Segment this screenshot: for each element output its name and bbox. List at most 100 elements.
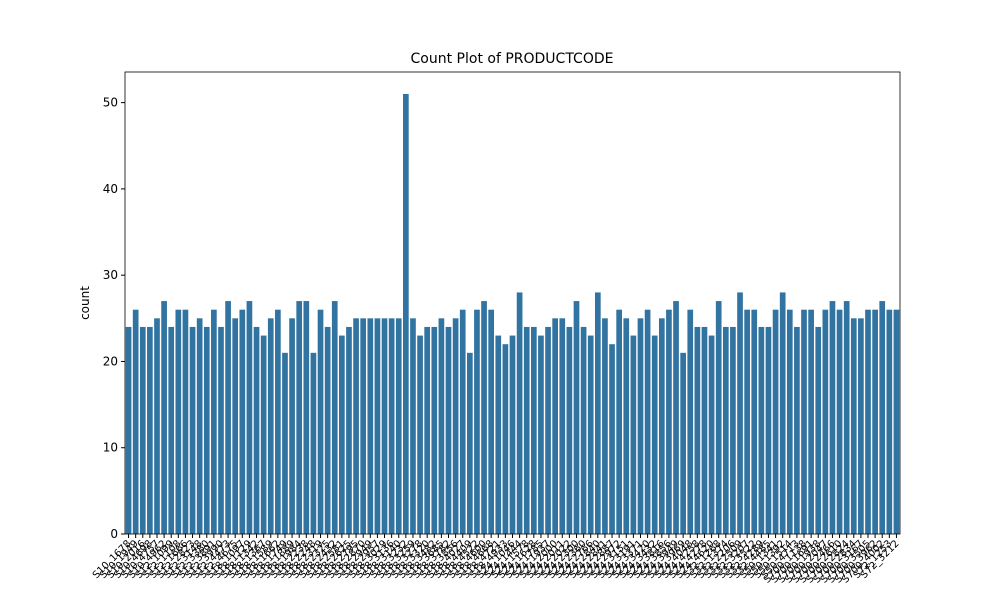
bar [509,335,516,534]
bar [125,326,132,534]
bar [886,309,893,534]
plot-frame [124,71,901,535]
y-tick-label: 30 [103,268,118,282]
bar [722,326,729,534]
bar [466,352,473,534]
bar [395,318,402,534]
bar [801,309,807,534]
bar [609,344,615,534]
bar [836,309,843,534]
bar [246,301,253,534]
bar [388,318,395,534]
bar [374,318,381,534]
bar [331,301,338,534]
bar [829,301,836,534]
bar [637,318,644,534]
bar [708,335,715,534]
bar [594,292,601,534]
bar [182,309,189,534]
bar [658,318,665,534]
bar [602,318,608,534]
bar [339,335,345,534]
bar [367,318,374,534]
bar [673,301,679,534]
bar [346,326,352,534]
bar [495,335,502,534]
bar [431,326,438,534]
bar [438,318,445,534]
bar [872,309,878,534]
bar [822,309,829,534]
bar [879,301,886,534]
y-axis-label: count [78,286,92,320]
bar [161,301,167,534]
bar [843,301,850,534]
bar [459,309,466,534]
bar [616,309,622,534]
bar [474,309,480,534]
bar [211,309,217,534]
bar [566,326,573,534]
bar [538,335,544,534]
bar [815,326,822,534]
bar [687,309,694,534]
bar [481,301,487,534]
bar [360,318,367,534]
bar [730,326,736,534]
bar [296,301,303,534]
bar [175,309,182,534]
bar [189,326,196,534]
bar [154,318,160,534]
bar [289,318,295,534]
bar [424,326,431,534]
bar [794,326,800,534]
bar [651,335,658,534]
bar [587,335,594,534]
bar [858,318,864,534]
bar [694,326,701,534]
bar [644,309,651,534]
bar [516,292,523,534]
bar [751,309,758,534]
bar [488,309,495,534]
bar [559,318,566,534]
bar [523,326,530,534]
bar [893,309,900,534]
y-tick-label: 10 [103,441,118,455]
bar [573,301,580,534]
bar [196,318,203,534]
bar [132,309,139,534]
bar [758,326,765,534]
y-tick-label: 40 [103,182,118,196]
bar [260,335,267,534]
y-tick-label: 50 [103,96,118,110]
bar [808,309,814,534]
bar [502,344,509,534]
bar [232,318,239,534]
bar [275,309,281,534]
y-tick-label: 0 [110,527,118,541]
bar [580,326,587,534]
chart-title: Count Plot of PRODUCTCODE [411,51,614,67]
bar [701,326,708,534]
bar [445,326,452,534]
bar [552,318,559,534]
bar [786,309,793,534]
bar [353,318,359,534]
bar [267,318,274,534]
bar [680,352,686,534]
bar [630,335,637,534]
bar [282,352,288,534]
bar [310,352,317,534]
bar [417,335,423,534]
bar [715,301,722,534]
bar [545,326,551,534]
bar [139,326,146,534]
bar [452,318,459,534]
bar [530,326,537,534]
bar [324,326,331,534]
bar [865,309,871,534]
bar [253,326,260,534]
bar [225,301,231,534]
